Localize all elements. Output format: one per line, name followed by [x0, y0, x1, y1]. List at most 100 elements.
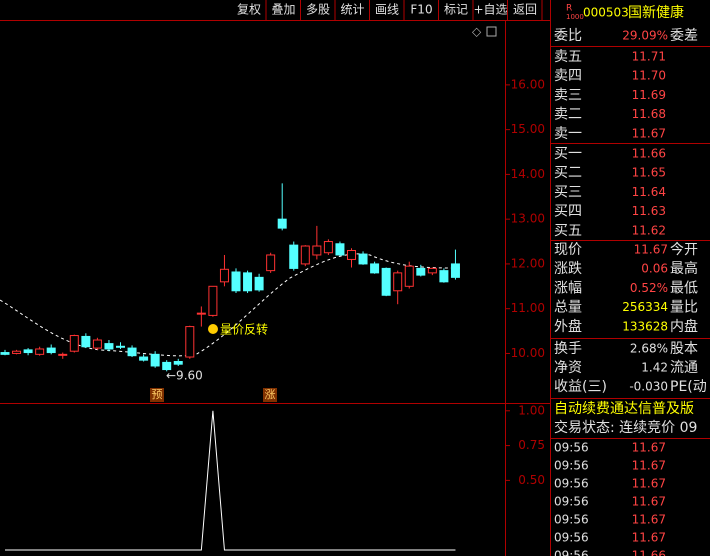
- label: 量比: [670, 300, 698, 316]
- candle-body: [69, 335, 79, 352]
- label: 买五: [554, 223, 582, 239]
- candle-body: [58, 353, 68, 356]
- market-sub: 1000: [566, 13, 584, 21]
- tick-price: 11.67: [632, 495, 666, 509]
- y-tick-label: 16.00: [511, 77, 545, 91]
- label: 收益(三): [554, 379, 607, 395]
- candle-body: [116, 345, 125, 348]
- tick-price: 11.67: [632, 531, 666, 545]
- label: 换手: [554, 340, 582, 357]
- candle-body: [347, 249, 356, 260]
- toolbar-button[interactable]: 叠加: [271, 3, 295, 17]
- toolbar-button[interactable]: 多股: [306, 3, 330, 17]
- price: 11.71: [632, 50, 666, 64]
- tick-time: 09:56: [554, 441, 589, 455]
- toolbar-button[interactable]: 返回: [513, 3, 537, 17]
- tick-time: 09:56: [554, 513, 589, 527]
- price: 11.66: [632, 147, 666, 161]
- candle-body: [427, 267, 437, 274]
- signal-line: [5, 410, 456, 551]
- toolbar-button[interactable]: 标记: [444, 3, 468, 17]
- candle-body: [254, 276, 264, 291]
- toolbar-button[interactable]: 统计: [340, 3, 364, 17]
- toolbar-button[interactable]: +自选: [473, 3, 507, 17]
- tick-time: 09:56: [554, 531, 589, 545]
- candle-body: [139, 356, 149, 361]
- candle-body: [370, 263, 380, 274]
- tick-price: 11.67: [632, 513, 666, 527]
- candle-body: [312, 245, 322, 256]
- toolbar-button[interactable]: 复权: [237, 3, 261, 17]
- candle-body: [46, 347, 56, 354]
- candle-body: [381, 267, 391, 296]
- y-tick-label: 14.00: [511, 167, 545, 181]
- candle-body: [450, 263, 460, 278]
- signal-icon: [208, 324, 218, 334]
- notice: 自动续费通达信普及版: [554, 400, 694, 417]
- event-mark: 预: [152, 388, 163, 401]
- candle-body: [81, 335, 91, 348]
- tick-time: 09:56: [554, 549, 589, 556]
- box-icon[interactable]: [486, 26, 497, 37]
- toolbar-button[interactable]: F10: [410, 3, 432, 17]
- label: 最低: [670, 280, 698, 296]
- value: 1.42: [641, 361, 668, 375]
- stock-code: 000503: [583, 6, 629, 20]
- label: 流通: [670, 360, 698, 376]
- signal-label: 量价反转: [220, 322, 268, 337]
- y-tick-label: 0.75: [518, 438, 545, 452]
- value: -0.030: [629, 380, 668, 394]
- price: 11.70: [632, 69, 666, 83]
- candle-body: [150, 353, 160, 367]
- toolbar-button[interactable]: 画线: [375, 3, 399, 17]
- label: 现价: [554, 242, 582, 258]
- price: 11.69: [632, 88, 666, 102]
- value: 0.52%: [630, 281, 668, 295]
- price: 11.62: [632, 223, 666, 237]
- value: 133628: [622, 319, 668, 333]
- label: 卖三: [554, 87, 582, 103]
- label: 买四: [554, 204, 582, 220]
- stock-name: 国新健康: [628, 4, 684, 21]
- label: 卖四: [554, 68, 582, 84]
- y-tick-label: 0.50: [518, 473, 545, 487]
- value: 2.68%: [630, 342, 668, 356]
- diamond-icon[interactable]: ◇: [472, 25, 482, 39]
- candle-body: [358, 253, 368, 265]
- tick-price: 11.66: [632, 549, 666, 556]
- low-label: ←9.60: [166, 369, 203, 383]
- label: 委比: [554, 28, 582, 44]
- label: 卖一: [554, 126, 582, 142]
- price: 11.67: [632, 126, 666, 140]
- y-tick-label: 10.00: [511, 346, 545, 360]
- tick-price: 11.67: [632, 441, 666, 455]
- candle-body: [185, 326, 195, 358]
- label: 今开: [670, 242, 698, 258]
- candle-body: [300, 245, 310, 265]
- y-tick-label: 15.00: [511, 122, 545, 136]
- price: 11.65: [632, 166, 666, 180]
- candle-body: [162, 361, 172, 371]
- label: 外盘: [554, 318, 582, 335]
- event-mark-box: [263, 388, 277, 402]
- label: 卖五: [554, 49, 582, 65]
- event-mark-box: [150, 388, 164, 402]
- label: 买二: [554, 165, 582, 181]
- y-tick-label: 1.00: [518, 403, 545, 417]
- candle-body: [335, 243, 345, 256]
- candle-body: [196, 312, 206, 315]
- candle-body: [92, 339, 102, 349]
- value: 256334: [622, 300, 668, 314]
- price: 11.63: [632, 204, 666, 218]
- candle-body: [289, 244, 299, 269]
- candle-body: [208, 285, 218, 316]
- candle-body: [127, 347, 137, 357]
- market: R: [566, 4, 572, 14]
- label: 卖二: [554, 107, 582, 123]
- label: 委差: [670, 28, 698, 44]
- y-tick-label: 12.00: [511, 256, 545, 270]
- y-tick-label: 13.00: [511, 212, 545, 226]
- label: 股本: [670, 341, 698, 357]
